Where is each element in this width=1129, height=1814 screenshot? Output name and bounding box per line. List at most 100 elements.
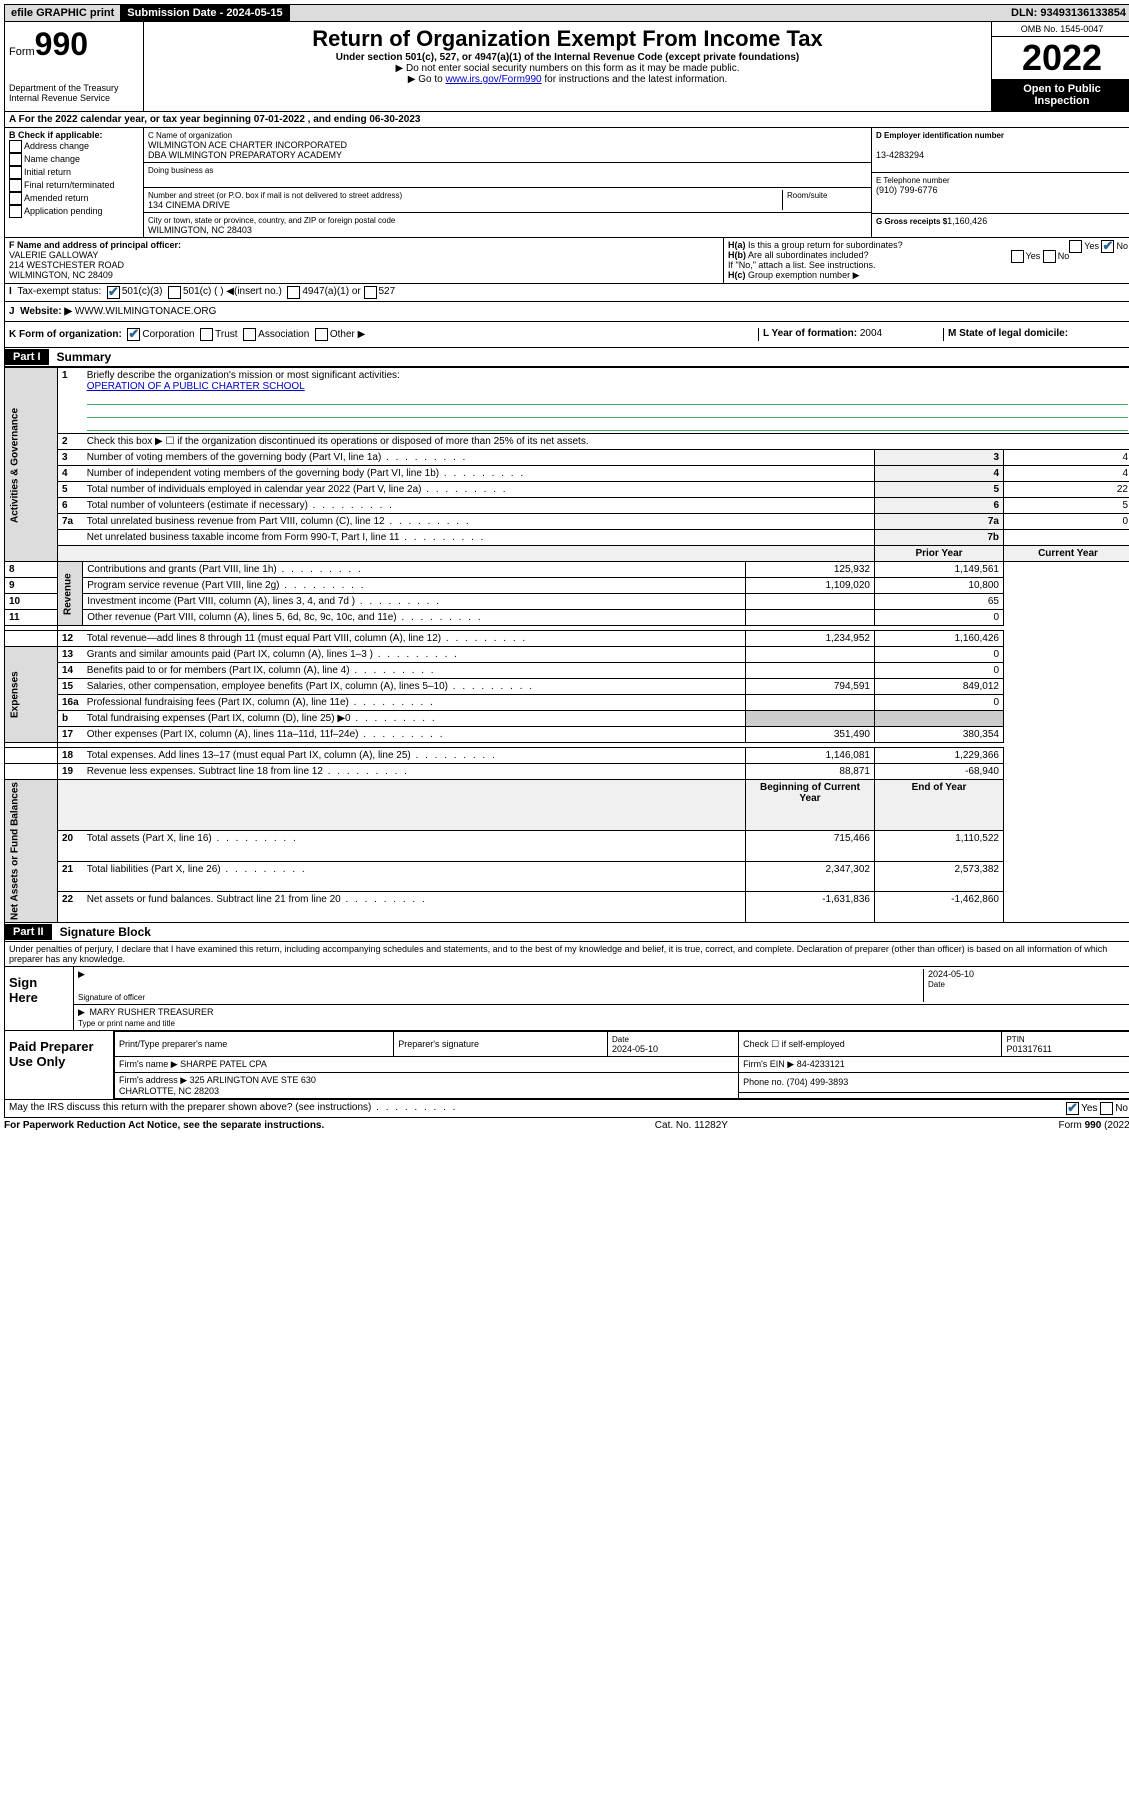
line1-label: Briefly describe the organization's miss… <box>87 370 400 381</box>
table-row: 4Number of independent voting members of… <box>5 466 1129 482</box>
efile-label: efile GRAPHIC print <box>5 5 121 21</box>
m-state: M State of legal domicile: <box>943 328 1128 341</box>
table-row: 10Investment income (Part VIII, column (… <box>5 594 1129 610</box>
row-a-tax-year: A For the 2022 calendar year, or tax yea… <box>4 112 1129 128</box>
table-row: 16aProfessional fundraising fees (Part I… <box>5 695 1129 711</box>
chk-527[interactable] <box>364 286 377 299</box>
paid-preparer-label: Paid Preparer Use Only <box>5 1031 114 1099</box>
discuss-row: May the IRS discuss this return with the… <box>4 1100 1129 1118</box>
irs-link[interactable]: www.irs.gov/Form990 <box>445 74 541 85</box>
submission-date-button[interactable]: Submission Date - 2024-05-15 <box>121 5 289 21</box>
table-row: 9Program service revenue (Part VIII, lin… <box>5 578 1129 594</box>
part1-title: Summary <box>49 348 120 366</box>
table-row: 22Net assets or fund balances. Subtract … <box>5 892 1129 923</box>
prep-h4[interactable]: Check ☐ if self-employed <box>739 1032 1002 1057</box>
form-number: Form990 <box>9 26 139 63</box>
officer-box: F Name and address of principal officer:… <box>5 238 723 283</box>
sig-officer-label: Signature of officer <box>78 993 145 1002</box>
hdr-end: End of Year <box>875 780 1004 831</box>
chk-assoc[interactable] <box>243 328 256 341</box>
table-row: 17Other expenses (Part IX, column (A), l… <box>5 727 1129 743</box>
hdr-current: Current Year <box>1004 546 1129 562</box>
ein-box: D Employer identification number 13-4283… <box>872 128 1129 173</box>
header-center: Return of Organization Exempt From Incom… <box>144 22 991 111</box>
table-row: Net unrelated business taxable income fr… <box>5 530 1129 546</box>
sign-here-label: Sign Here <box>5 967 74 1030</box>
dba-box: Doing business as <box>144 163 871 188</box>
officer-name: MARY RUSHER TREASURER <box>89 1007 213 1017</box>
prep-h2: Preparer's signature <box>394 1032 608 1057</box>
h-box: H(a) Is this a group return for subordin… <box>723 238 1129 283</box>
chk-501c3[interactable] <box>107 286 120 299</box>
side-revenue: Revenue <box>58 562 83 626</box>
tax-year: 2022 <box>992 37 1129 79</box>
sig-date: 2024-05-10 <box>928 969 974 979</box>
gross-receipts-box: G Gross receipts $1,160,426 <box>872 214 1129 228</box>
col-b-checkboxes: B Check if applicable: Address change Na… <box>5 128 144 237</box>
side-expenses: Expenses <box>5 647 58 743</box>
chk-other[interactable] <box>315 328 328 341</box>
table-row: 21Total liabilities (Part X, line 26)2,3… <box>5 861 1129 892</box>
firm-ein: Firm's EIN ▶ 84-4233121 <box>739 1057 1129 1073</box>
footer-left: For Paperwork Reduction Act Notice, see … <box>4 1120 324 1131</box>
chk-amended-return[interactable]: Amended return <box>9 192 139 205</box>
table-row: 12Total revenue—add lines 8 through 11 (… <box>5 631 1129 647</box>
address-box: Number and street (or P.O. box if mail i… <box>144 188 871 213</box>
city-box: City or town, state or province, country… <box>144 213 871 237</box>
k-form-org: K Form of organization: Corporation Trus… <box>9 328 758 341</box>
mission-link[interactable]: OPERATION OF A PUBLIC CHARTER SCHOOL <box>87 381 305 392</box>
firm-addr: Firm's address ▶ 325 ARLINGTON AVE STE 6… <box>115 1073 739 1099</box>
form-title: Return of Organization Exempt From Incom… <box>148 26 987 52</box>
row-k: K Form of organization: Corporation Trus… <box>4 322 1129 348</box>
h-b: H(b) Are all subordinates included? Yes … <box>728 250 1128 260</box>
header-right: OMB No. 1545-0047 2022 Open to Public In… <box>991 22 1129 111</box>
chk-final-return[interactable]: Final return/terminated <box>9 179 139 192</box>
part1-header: Part I Summary <box>4 348 1129 367</box>
line2: Check this box ▶ ☐ if the organization d… <box>83 434 1129 450</box>
spacer <box>290 11 1005 15</box>
col-right: D Employer identification number 13-4283… <box>871 128 1129 237</box>
chk-discuss-no[interactable] <box>1100 1102 1113 1115</box>
date-label: Date <box>928 980 945 989</box>
table-row: bTotal fundraising expenses (Part IX, co… <box>5 711 1129 727</box>
table-row: 15Salaries, other compensation, employee… <box>5 679 1129 695</box>
side-governance: Activities & Governance <box>5 368 58 562</box>
dept-label: Department of the Treasury <box>9 83 139 93</box>
chk-4947[interactable] <box>287 286 300 299</box>
table-row: 14Benefits paid to or for members (Part … <box>5 663 1129 679</box>
table-row: 7aTotal unrelated business revenue from … <box>5 514 1129 530</box>
part2-header: Part II Signature Block <box>4 923 1129 942</box>
inspection-box: Open to Public Inspection <box>992 79 1129 111</box>
part2-title: Signature Block <box>52 923 159 941</box>
perjury-statement: Under penalties of perjury, I declare th… <box>4 942 1129 967</box>
type-label: Type or print name and title <box>78 1019 175 1028</box>
chk-discuss-yes[interactable] <box>1066 1102 1079 1115</box>
table-row: 19Revenue less expenses. Subtract line 1… <box>5 764 1129 780</box>
side-net-assets: Net Assets or Fund Balances <box>5 780 58 923</box>
footer-right: Form 990 (2022) <box>1059 1120 1129 1131</box>
paid-preparer-block: Paid Preparer Use Only Print/Type prepar… <box>4 1031 1129 1100</box>
chk-initial-return[interactable]: Initial return <box>9 166 139 179</box>
chk-trust[interactable] <box>200 328 213 341</box>
h-c: H(c) Group exemption number ▶ <box>728 270 1128 281</box>
table-row: 6Total number of volunteers (estimate if… <box>5 498 1129 514</box>
chk-name-change[interactable]: Name change <box>9 153 139 166</box>
table-row: 20Total assets (Part X, line 16)715,4661… <box>5 831 1129 862</box>
chk-501c[interactable] <box>168 286 181 299</box>
chk-address-change[interactable]: Address change <box>9 140 139 153</box>
footer-mid: Cat. No. 11282Y <box>655 1120 728 1131</box>
chk-corp[interactable] <box>127 328 140 341</box>
table-row: 13Grants and similar amounts paid (Part … <box>5 647 1129 663</box>
hdr-beginning: Beginning of Current Year <box>746 780 875 831</box>
chk-application-pending[interactable]: Application pending <box>9 205 139 218</box>
form-header: Form990 Department of the Treasury Inter… <box>4 22 1129 112</box>
h-a: H(a) Is this a group return for subordin… <box>728 240 1128 250</box>
table-row: 18Total expenses. Add lines 13–17 (must … <box>5 748 1129 764</box>
table-row: 11Other revenue (Part VIII, column (A), … <box>5 610 1129 626</box>
row-i: I Tax-exempt status: 501(c)(3) 501(c) ( … <box>4 284 1129 302</box>
note-1: ▶ Do not enter social security numbers o… <box>148 63 987 74</box>
part1-badge: Part I <box>5 349 49 365</box>
officer-h-grid: F Name and address of principal officer:… <box>4 238 1129 284</box>
form-subtitle: Under section 501(c), 527, or 4947(a)(1)… <box>148 52 987 63</box>
prep-date: Date2024-05-10 <box>608 1032 739 1057</box>
